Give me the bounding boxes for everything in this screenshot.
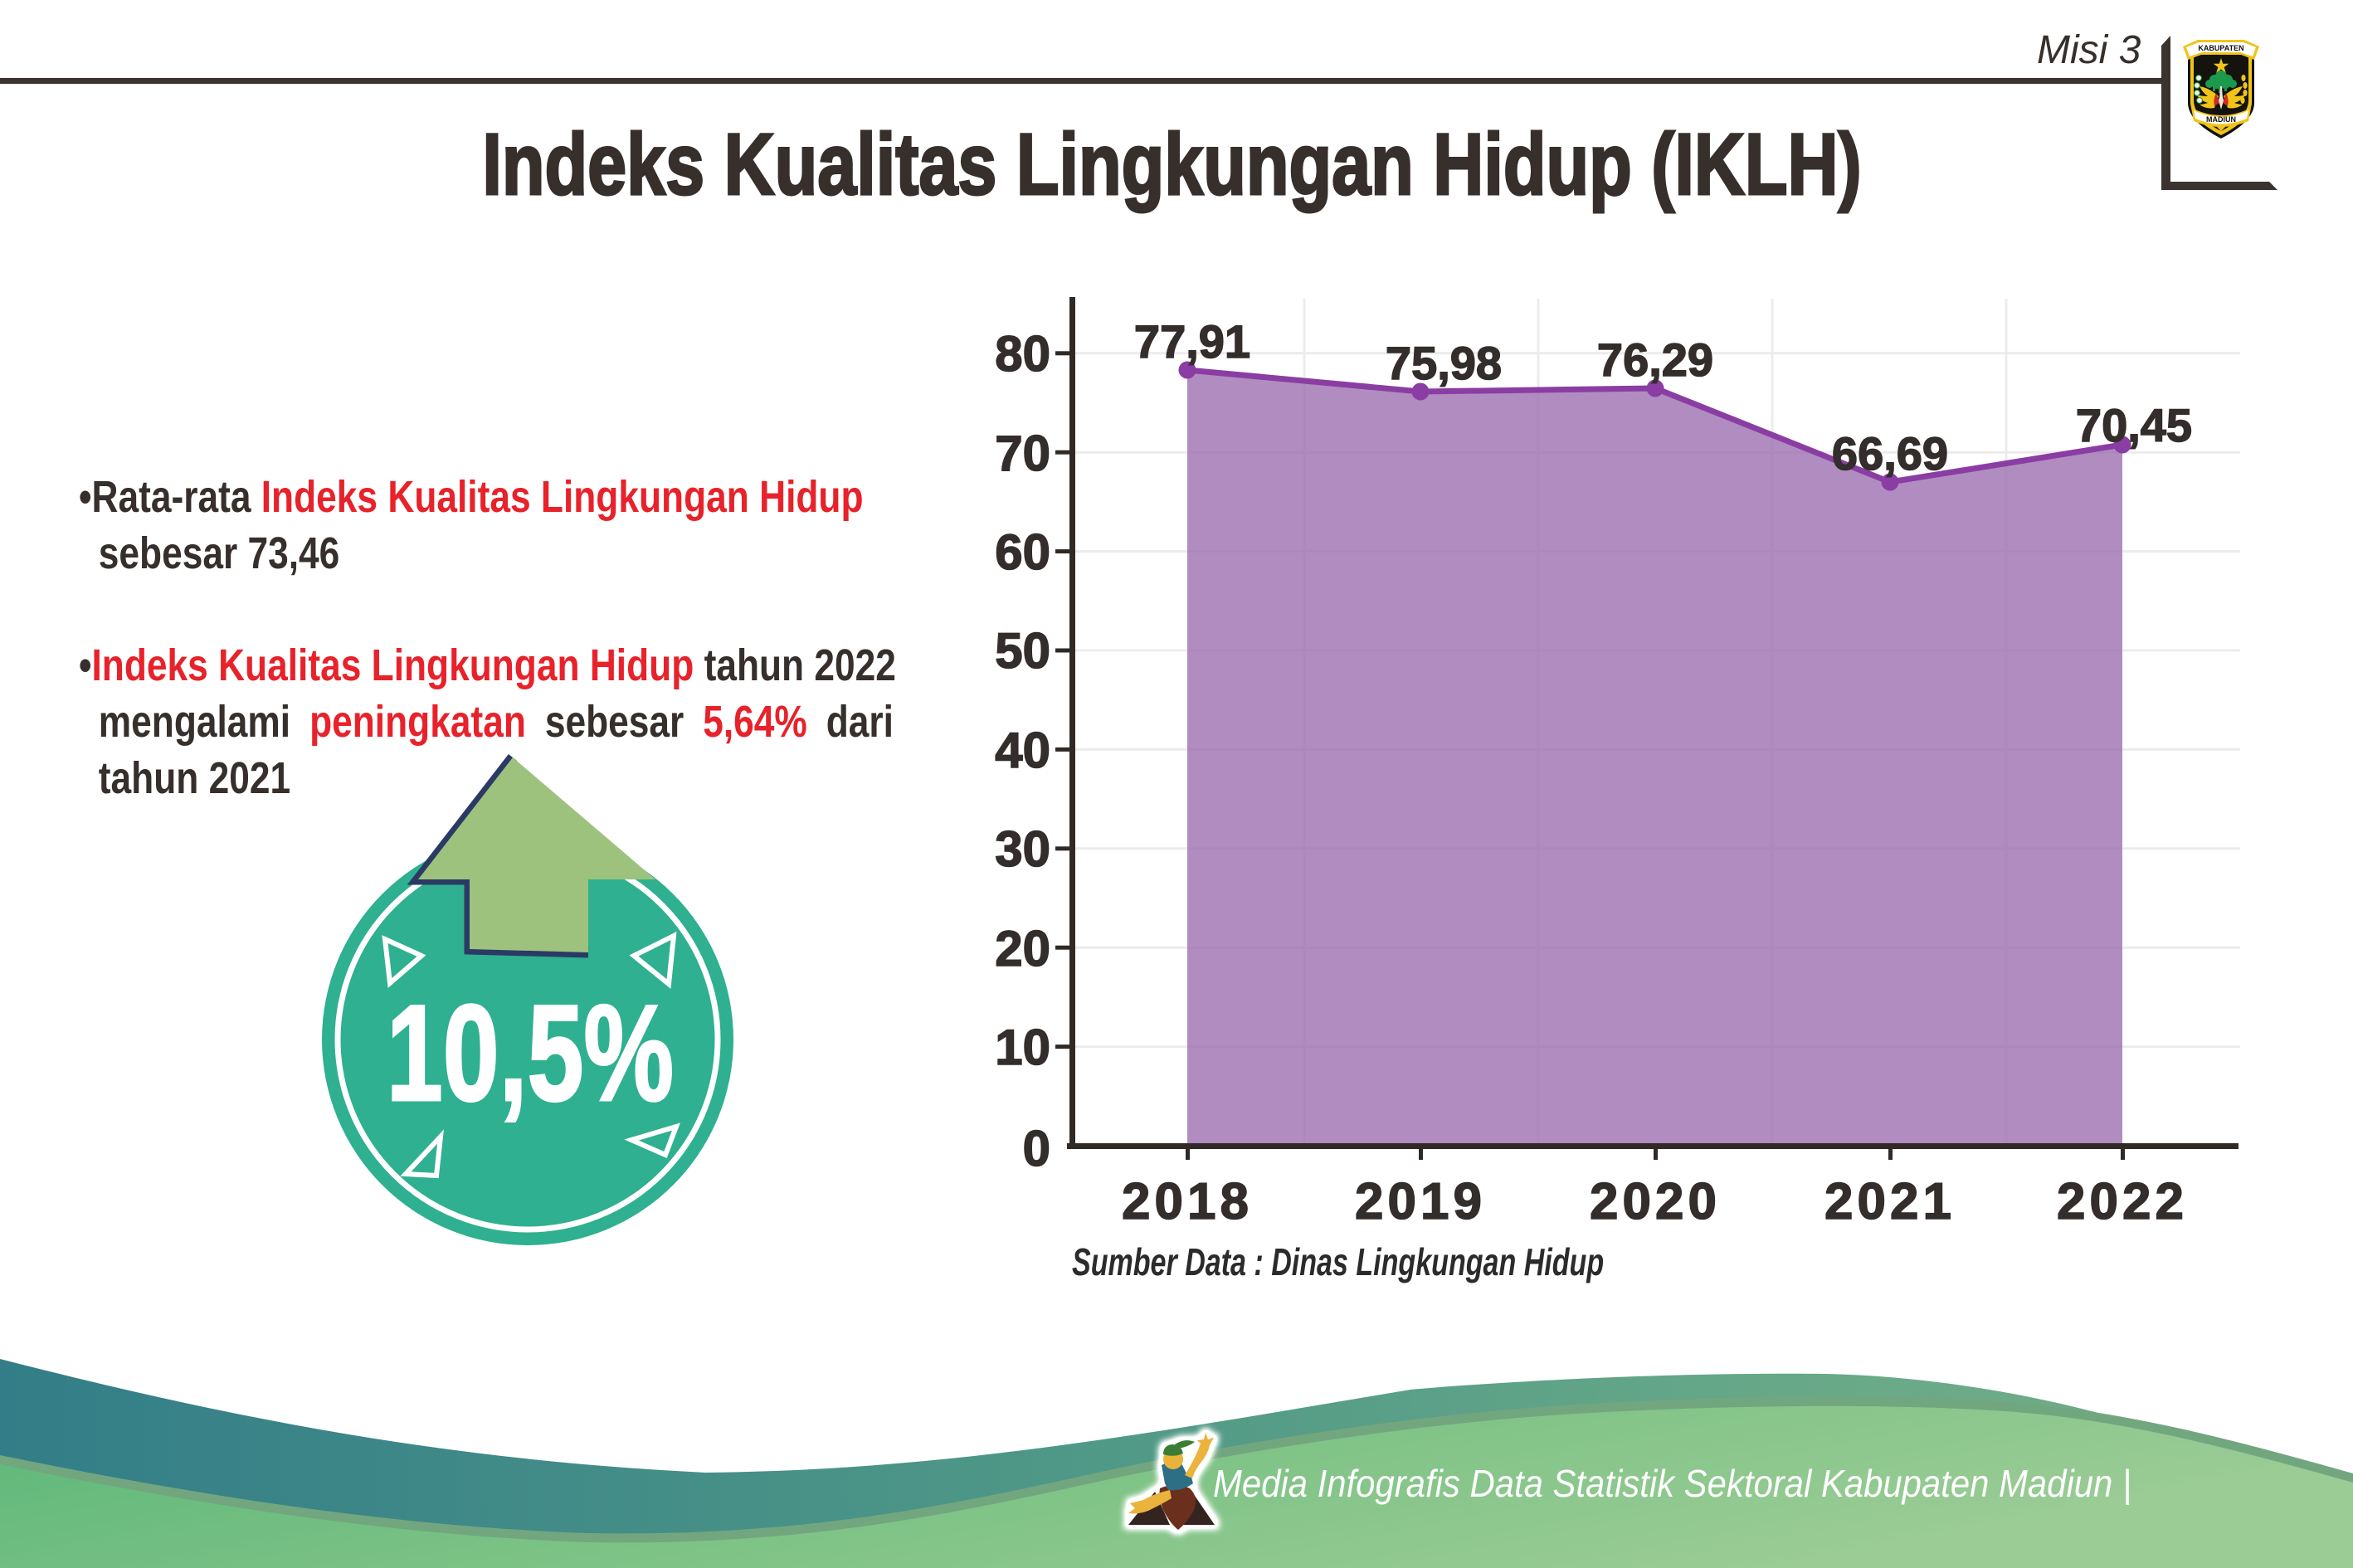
svg-text:KABUPATEN: KABUPATEN — [2198, 44, 2243, 52]
svg-text:MADIUN: MADIUN — [2206, 115, 2236, 124]
